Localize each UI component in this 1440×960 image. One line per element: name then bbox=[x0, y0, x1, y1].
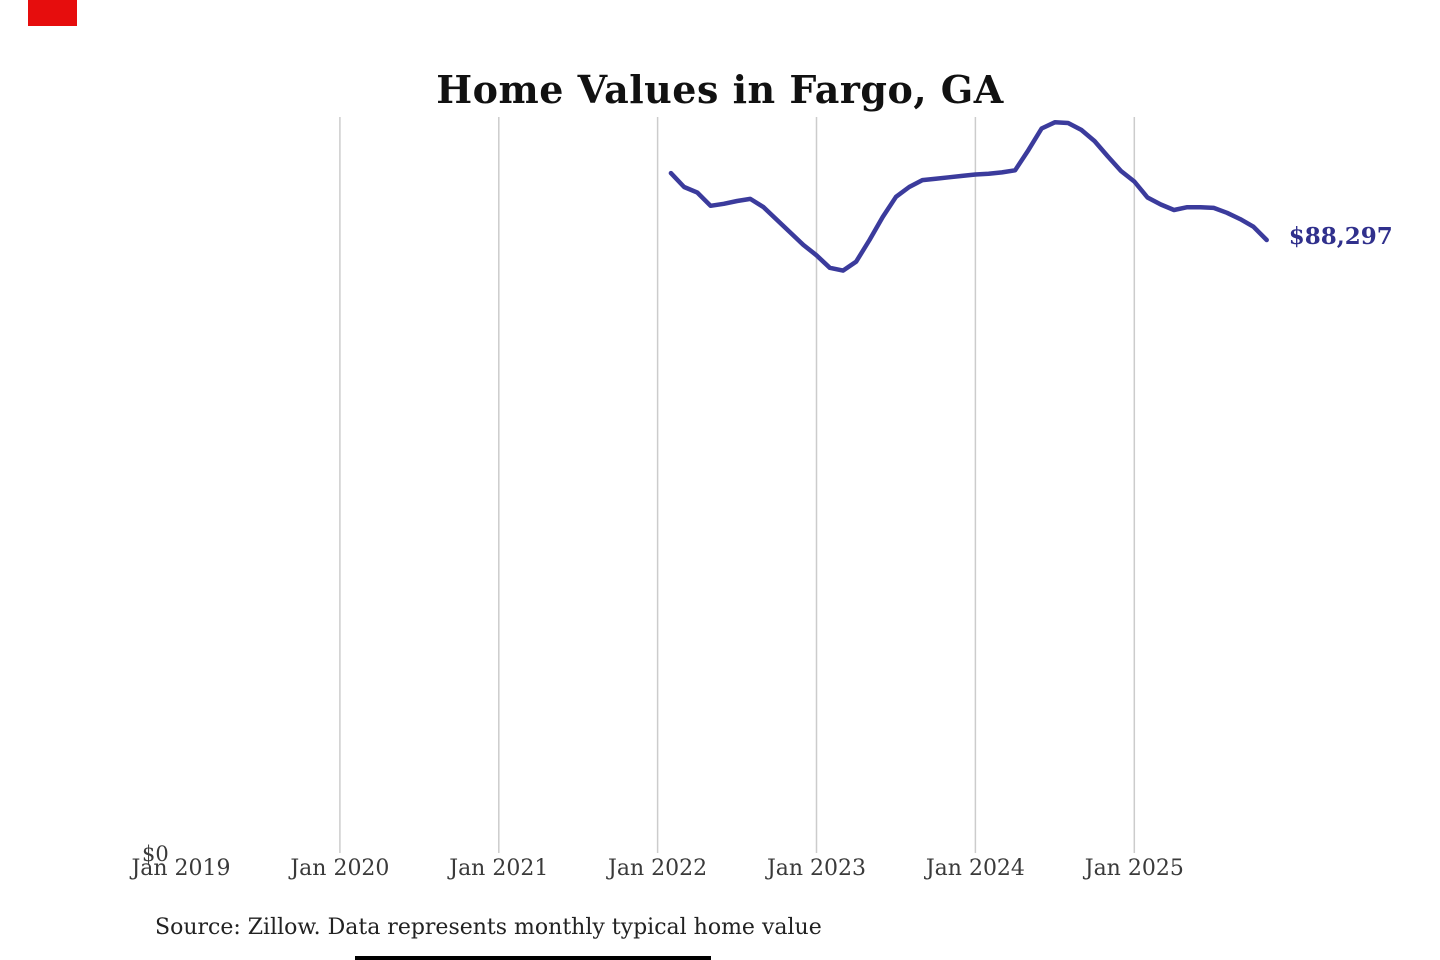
red-corner-marker bbox=[28, 0, 77, 26]
x-axis-label-2019: Jan 2019 bbox=[131, 856, 231, 881]
x-axis-label-2024: Jan 2024 bbox=[925, 856, 1025, 881]
x-axis-label-2025: Jan 2025 bbox=[1084, 856, 1184, 881]
chart-title: Home Values in Fargo, GA bbox=[436, 67, 1004, 113]
x-axis-label-2020: Jan 2020 bbox=[290, 856, 390, 881]
x-axis-label-2023: Jan 2023 bbox=[766, 856, 867, 881]
latest-value-label: $88,297 bbox=[1288, 223, 1393, 250]
source-note: Source: Zillow. Data represents monthly … bbox=[155, 915, 822, 940]
value-line bbox=[668, 120, 1269, 273]
bottom-black-bar bbox=[355, 956, 711, 960]
x-axis: Jan 2019 Jan 2020 Jan 2021 Jan 2022 Jan 2023… bbox=[0, 856, 1440, 886]
x-axis-label-2022: Jan 2022 bbox=[608, 856, 708, 881]
y-axis-zero-label: $0 bbox=[142, 842, 169, 866]
x-axis-label-2021: Jan 2021 bbox=[449, 856, 549, 881]
